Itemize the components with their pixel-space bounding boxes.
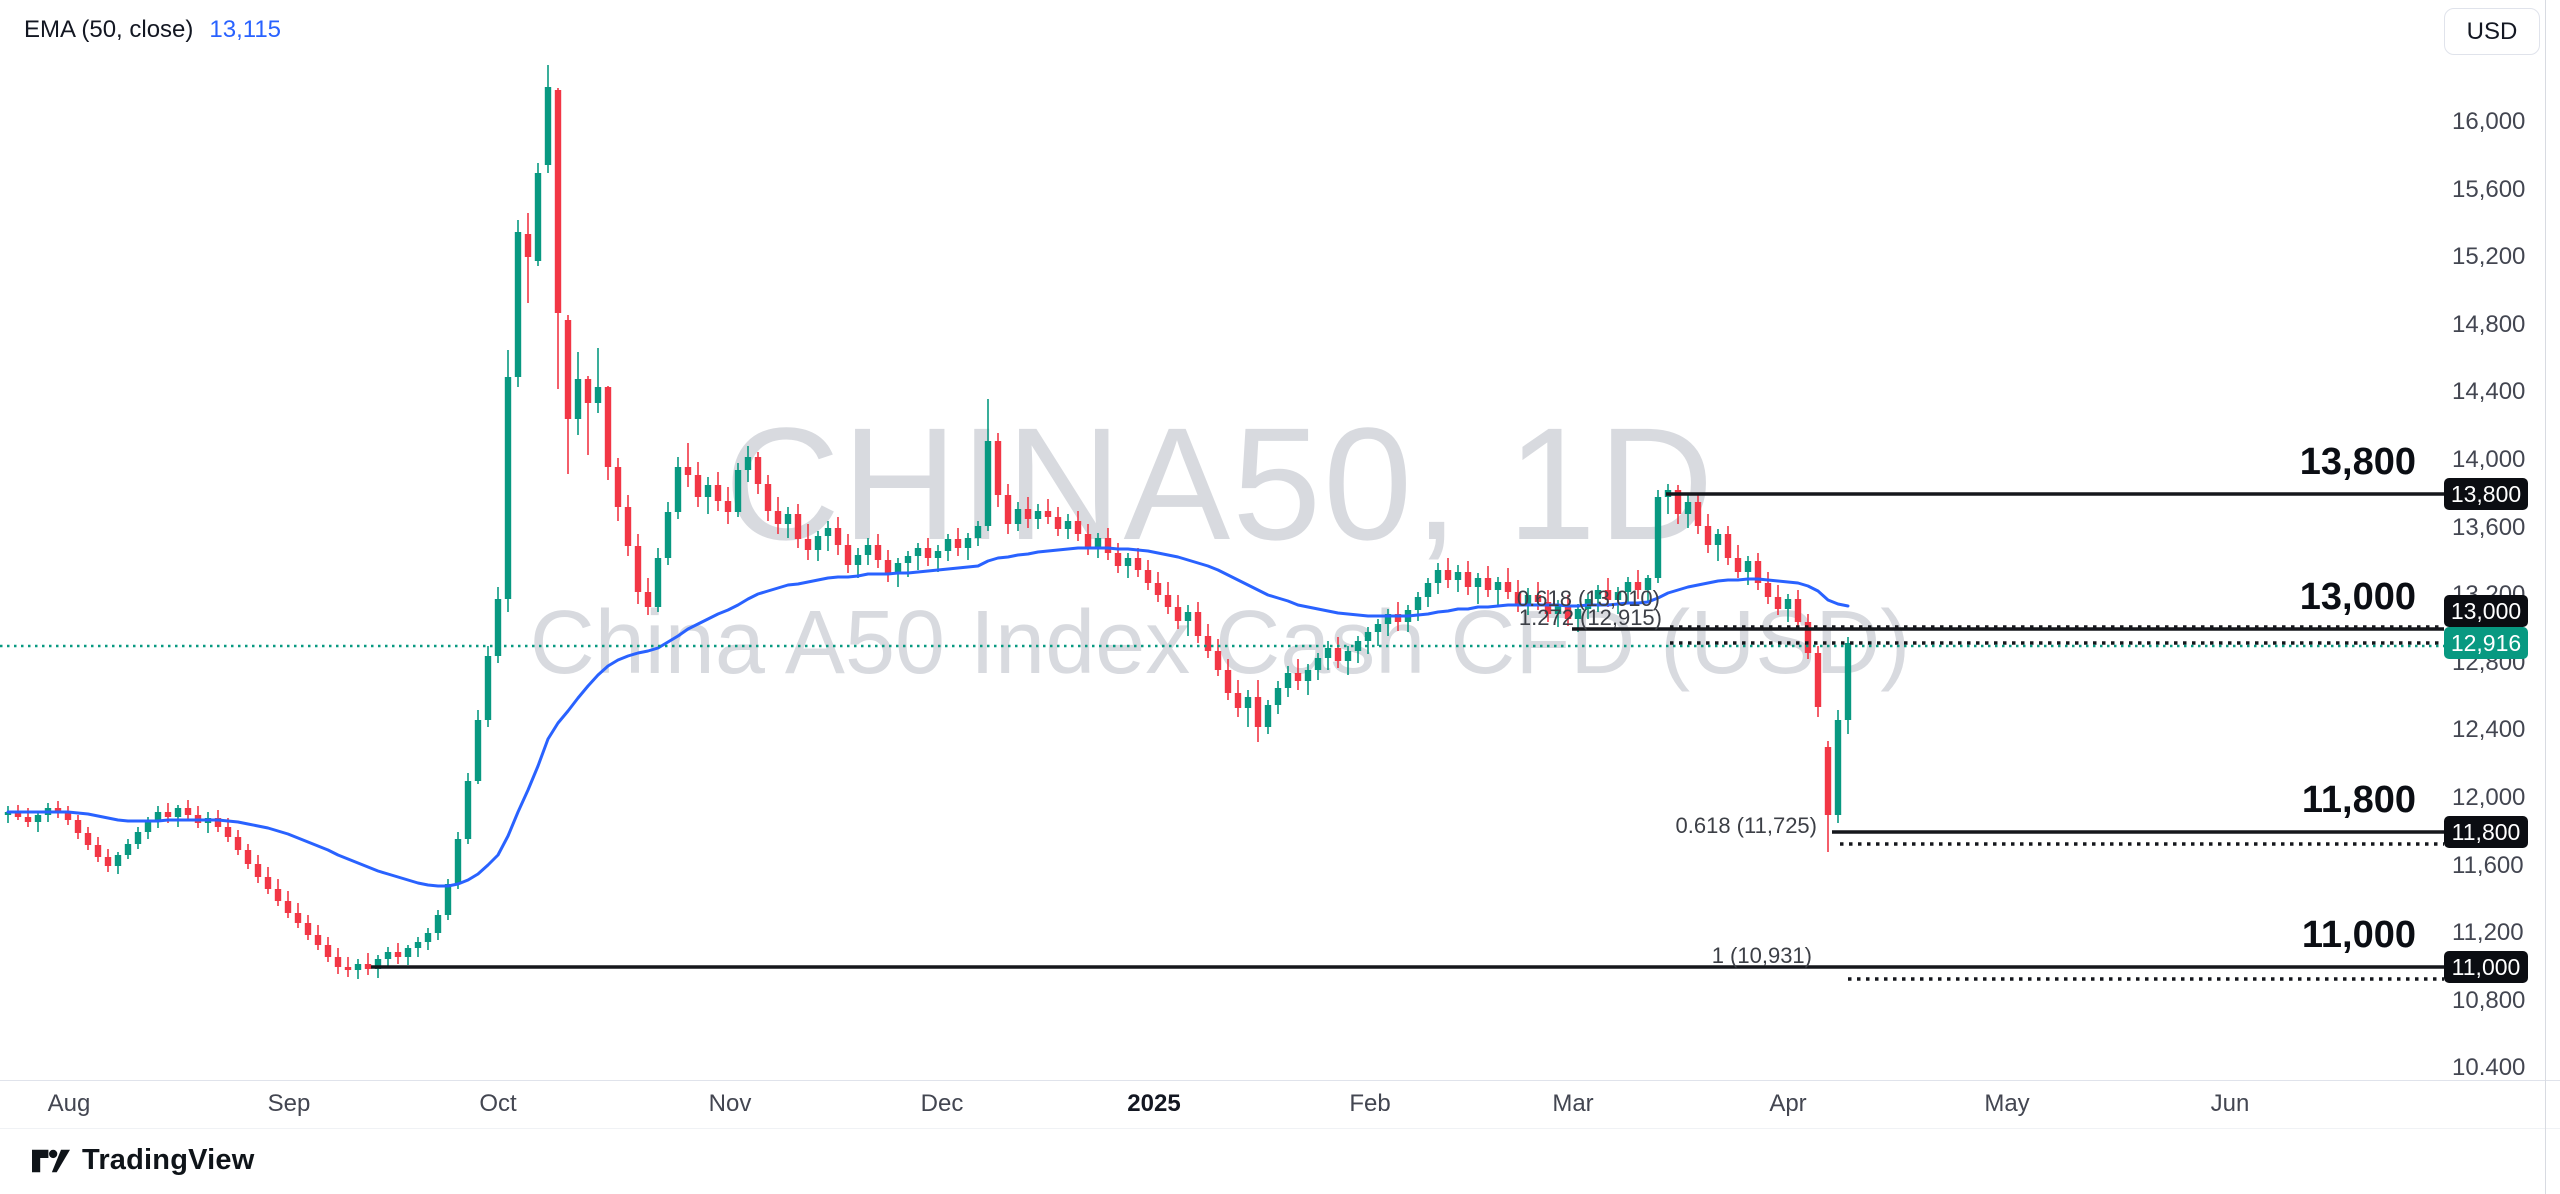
level-label: 13,000 xyxy=(2300,576,2416,618)
price-badge: 11,000 xyxy=(2444,951,2528,983)
price-badge: 13,000 xyxy=(2444,595,2528,627)
axis-separator xyxy=(0,1080,2560,1081)
fib-label: 1 (10,931) xyxy=(1712,943,1812,968)
fib-label: 0.618 (13,010) xyxy=(1517,586,1660,611)
price-tick: 10,800 xyxy=(2452,987,2526,1014)
price-tick: 12,000 xyxy=(2452,784,2526,811)
fib-label: 0.618 (11,725) xyxy=(1676,813,1817,838)
time-axis-label: Jun xyxy=(2210,1090,2250,1117)
time-axis-label: Dec xyxy=(920,1090,964,1117)
time-axis-label: Nov xyxy=(708,1090,752,1117)
fib-label: 1.272 (12,915) xyxy=(1519,605,1662,630)
price-badge: 13,800 xyxy=(2444,478,2528,510)
price-tick: 14,800 xyxy=(2452,311,2526,338)
price-tick: 15,200 xyxy=(2452,243,2526,270)
time-axis-label: Aug xyxy=(47,1090,91,1117)
level-label: 11,800 xyxy=(2302,779,2416,821)
bottom-separator xyxy=(0,1128,2560,1129)
price-badge: 11,800 xyxy=(2444,816,2528,848)
indicator-name: EMA (50, close) xyxy=(24,16,194,43)
tradingview-logo[interactable]: TradingView xyxy=(32,1144,255,1177)
price-tick: 14,000 xyxy=(2452,446,2526,473)
price-tick: 13,600 xyxy=(2452,514,2526,541)
price-badge: 12,916 xyxy=(2444,627,2528,659)
price-axis[interactable]: 16,000 15,600 15,200 14,800 14,400 14,000 13,6… xyxy=(2440,0,2544,1081)
price-tick: 16,000 xyxy=(2452,108,2526,135)
time-axis-label: Feb xyxy=(1349,1090,1391,1117)
time-axis-label: 2025 xyxy=(1127,1090,1181,1117)
time-axis-label: Apr xyxy=(1769,1090,1807,1117)
time-axis-label: May xyxy=(1984,1090,2030,1117)
price-tick: 11,600 xyxy=(2452,852,2524,879)
pane-right-border xyxy=(2545,0,2546,1194)
time-axis-label: Sep xyxy=(267,1090,311,1117)
price-tick: 11,200 xyxy=(2452,919,2524,946)
currency-button[interactable]: USD xyxy=(2444,8,2540,55)
level-label: 13,800 xyxy=(2300,441,2416,483)
price-tick: 10.400 xyxy=(2452,1054,2526,1081)
price-tick: 14,400 xyxy=(2452,378,2526,405)
level-label: 11,000 xyxy=(2302,914,2416,956)
price-tick: 12,400 xyxy=(2452,716,2526,743)
price-tick: 15,600 xyxy=(2452,176,2526,203)
indicator-value: 13,115 xyxy=(209,16,282,43)
tradingview-mark-icon xyxy=(32,1149,70,1172)
time-axis-label: Oct xyxy=(479,1090,517,1117)
time-axis[interactable]: Aug Sep Oct Nov Dec 2025 Feb Mar Apr May Jun xyxy=(0,1081,2560,1128)
time-axis-label: Mar xyxy=(1552,1090,1594,1117)
indicator-legend[interactable]: EMA (50, close) 13,115 xyxy=(24,16,281,44)
tradingview-logo-text: TradingView xyxy=(82,1144,255,1176)
